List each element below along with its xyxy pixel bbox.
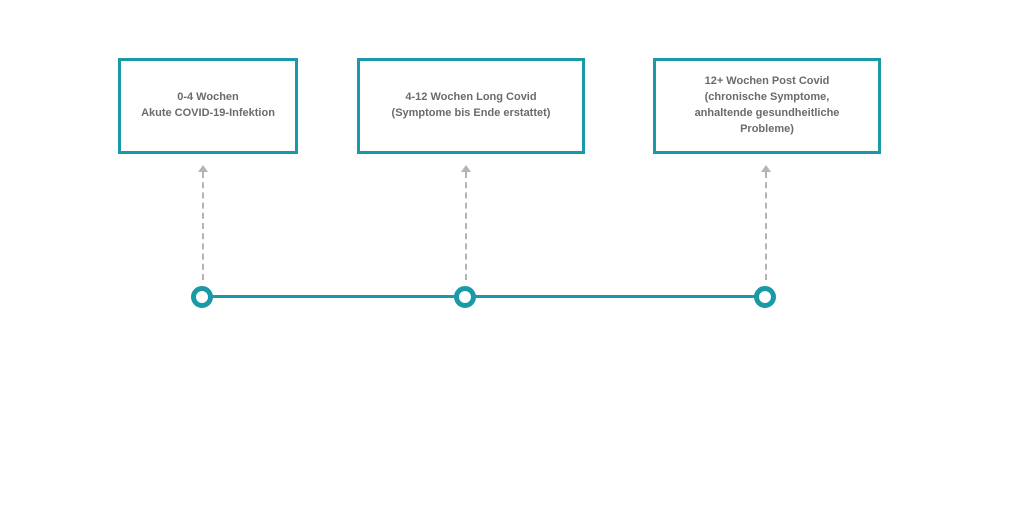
timeline-axis bbox=[202, 295, 765, 298]
stage-box: 4-12 Wochen Long Covid (Symptome bis End… bbox=[357, 58, 585, 154]
stage-label: 0-4 Wochen Akute COVID-19-Infektion bbox=[141, 90, 275, 122]
connector-arrow-up-icon bbox=[461, 165, 471, 172]
stage-box: 12+ Wochen Post Covid (chronische Sympto… bbox=[653, 58, 881, 154]
stage-connector bbox=[202, 172, 204, 280]
stage-connector bbox=[465, 172, 467, 280]
stage-label: 12+ Wochen Post Covid (chronische Sympto… bbox=[695, 74, 840, 138]
connector-arrow-up-icon bbox=[761, 165, 771, 172]
timeline-node bbox=[754, 286, 776, 308]
stage-label: 4-12 Wochen Long Covid (Symptome bis End… bbox=[392, 90, 551, 122]
timeline-node bbox=[191, 286, 213, 308]
connector-arrow-up-icon bbox=[198, 165, 208, 172]
stage-connector bbox=[765, 172, 767, 280]
timeline-node bbox=[454, 286, 476, 308]
stage-box: 0-4 Wochen Akute COVID-19-Infektion bbox=[118, 58, 298, 154]
